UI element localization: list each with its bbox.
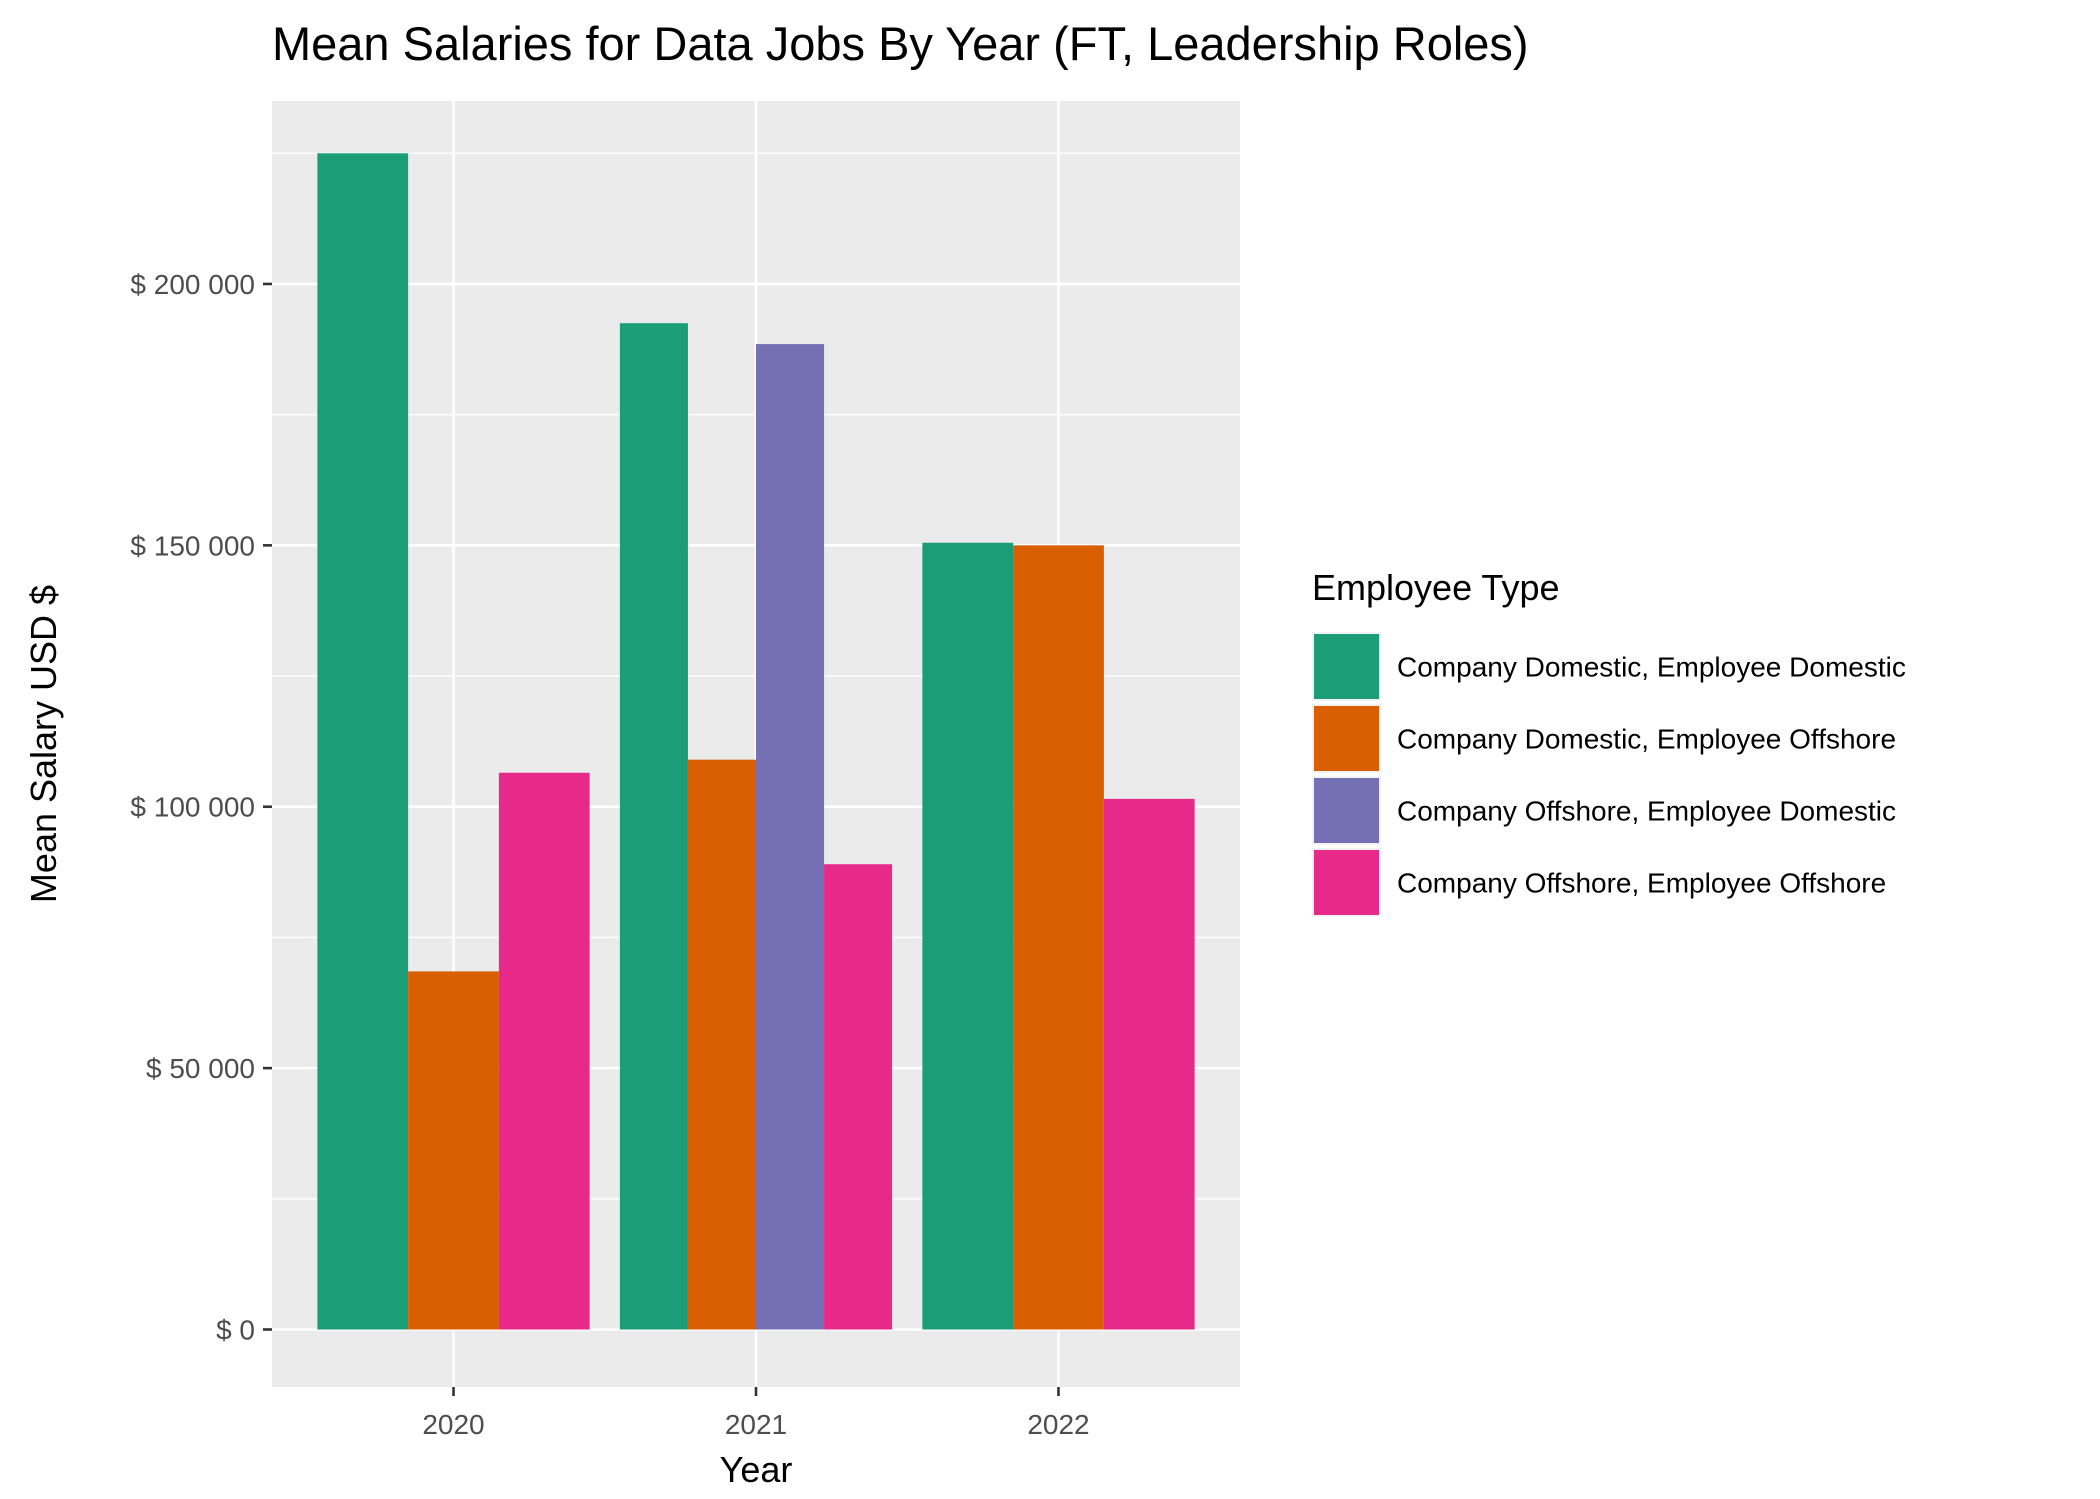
- legend-label: Company Offshore, Employee Offshore: [1397, 868, 1886, 899]
- chart-title: Mean Salaries for Data Jobs By Year (FT,…: [272, 17, 1529, 70]
- y-axis-title: Mean Salary USD $: [23, 585, 64, 903]
- y-tick-label: $ 100 000: [130, 792, 255, 823]
- x-tick-label: 2021: [725, 1409, 787, 1440]
- y-tick-label: $ 200 000: [130, 269, 255, 300]
- legend-label: Company Domestic, Employee Domestic: [1397, 652, 1906, 683]
- bar-2020-series-4: [498, 772, 590, 1330]
- bar-2022-series-1: [922, 542, 1014, 1330]
- x-axis: 2020 2021 2022: [422, 1387, 1090, 1440]
- y-tick-label: $ 0: [216, 1314, 255, 1345]
- legend-label: Company Domestic, Employee Offshore: [1397, 724, 1896, 755]
- y-tick-label: $ 50 000: [146, 1053, 255, 1084]
- bar-2021-series-1: [619, 323, 688, 1330]
- legend-label: Company Offshore, Employee Domestic: [1397, 796, 1896, 827]
- x-tick-label: 2020: [422, 1409, 484, 1440]
- legend-swatch: [1314, 634, 1379, 699]
- legend: Employee Type Company Domestic, Employee…: [1312, 567, 1906, 917]
- legend-swatch: [1314, 778, 1379, 843]
- bars: [317, 153, 1195, 1330]
- x-tick-label: 2022: [1027, 1409, 1089, 1440]
- bar-2021-series-2: [687, 759, 756, 1330]
- bar-2020-series-2: [408, 971, 499, 1330]
- y-axis: $ 0 $ 50 000 $ 100 000 $ 150 000 $ 200 000: [130, 269, 272, 1345]
- x-axis-title: Year: [720, 1449, 793, 1490]
- legend-swatch: [1314, 706, 1379, 771]
- bar-2020-series-1: [317, 153, 409, 1330]
- legend-swatch: [1314, 850, 1379, 915]
- bar-2021-series-4: [824, 864, 893, 1330]
- y-tick-label: $ 150 000: [130, 530, 255, 561]
- bar-2022-series-2: [1013, 545, 1104, 1330]
- bar-2021-series-3: [756, 344, 825, 1330]
- legend-title: Employee Type: [1312, 567, 1559, 608]
- bar-2022-series-4: [1103, 798, 1195, 1330]
